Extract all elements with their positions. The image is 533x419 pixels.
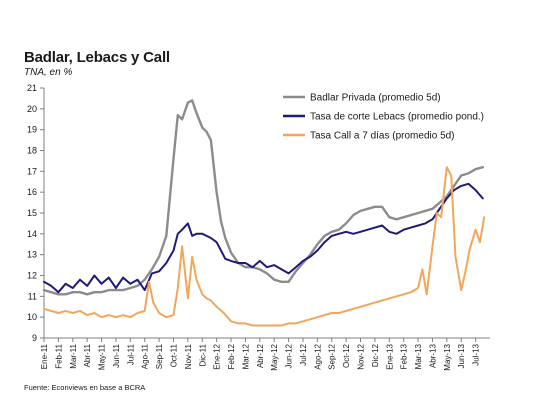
series-line-1 <box>42 99 484 296</box>
x-tick-label: May-11 <box>98 343 107 370</box>
x-tick-label: Feb-11 <box>54 343 63 368</box>
y-tick-label: 14 <box>27 229 37 239</box>
x-tick-label: Jun-13 <box>457 343 466 368</box>
legend-label-3: Tasa Call a 7 días (promedio 5d) <box>310 131 455 142</box>
x-tick-label: Oct-11 <box>169 343 178 367</box>
x-tick-label: Jun-12 <box>285 343 294 368</box>
x-tick-label: Mar-11 <box>69 343 78 368</box>
x-tick-label: Abr-13 <box>428 343 437 368</box>
x-tick-label: Feb-13 <box>400 343 409 369</box>
x-tick-label: Ene-11 <box>40 343 49 369</box>
x-tick-label: Mar-12 <box>241 343 250 369</box>
x-tick-label: Sep-12 <box>328 343 337 369</box>
y-tick-label: 10 <box>27 312 37 322</box>
chart-title: Badlar, Lebacs y Call <box>24 49 170 66</box>
y-tick-label: 19 <box>27 125 37 135</box>
series-line-2 <box>43 182 484 294</box>
series-line-3 <box>43 166 486 327</box>
x-tick-label: Jul-12 <box>299 343 308 365</box>
x-tick-label: Jun-11 <box>112 343 121 367</box>
series-layer <box>42 99 486 327</box>
x-tick-label: Sep-11 <box>155 343 164 369</box>
x-tick-label: Dic-11 <box>198 343 207 366</box>
y-tick-label: 16 <box>27 187 37 197</box>
x-tick-label: Abr-11 <box>83 343 92 367</box>
x-tick-label: Ago-12 <box>313 343 322 369</box>
x-tick-label: May-13 <box>443 343 452 370</box>
x-tick-label: Dic-12 <box>371 343 380 367</box>
x-tick-label: Jul-13 <box>472 343 481 365</box>
y-tick-label: 12 <box>27 271 37 281</box>
chart-subtitle: TNA, en % <box>24 67 73 78</box>
legend-label-1: Badlar Privada (promedio 5d) <box>310 93 441 104</box>
y-tick-label: 15 <box>27 208 37 218</box>
x-tick-label: Ene-13 <box>385 343 394 369</box>
x-tick-label: Nov-11 <box>184 343 193 369</box>
x-tick-label: Feb-12 <box>227 343 236 369</box>
x-tick-label: Oct-12 <box>342 343 351 368</box>
y-tick-label: 17 <box>27 166 37 176</box>
x-tick-label: Ene-12 <box>213 343 222 369</box>
x-tick-label: May-12 <box>270 343 279 370</box>
y-tick-label: 13 <box>27 250 37 260</box>
x-tick-label: Jul-11 <box>126 343 135 365</box>
y-tick-label: 11 <box>28 291 37 301</box>
x-tick-label: Ago-11 <box>141 343 150 369</box>
y-tick-label: 9 <box>32 333 37 343</box>
x-tick-label: Abr-12 <box>256 343 265 368</box>
x-tick-label: Nov-12 <box>357 343 366 369</box>
x-tick-label: Mar-13 <box>414 343 423 369</box>
legend-label-2: Tasa de corte Lebacs (promedio pond.) <box>310 112 484 123</box>
y-tick-label: 18 <box>27 146 37 156</box>
source-note: Fuente: Econviews en base a BCRA <box>24 383 146 392</box>
y-tick-label: 20 <box>27 104 37 114</box>
chart-axes: 9 10 11 12 13 14 15 16 17 18 19 20 21 Ene-11 Feb-11 Mar… <box>27 83 490 371</box>
chart-legend: Badlar Privada (promedio 5d) Tasa de cort… <box>283 93 484 142</box>
y-tick-label: 21 <box>27 83 37 93</box>
